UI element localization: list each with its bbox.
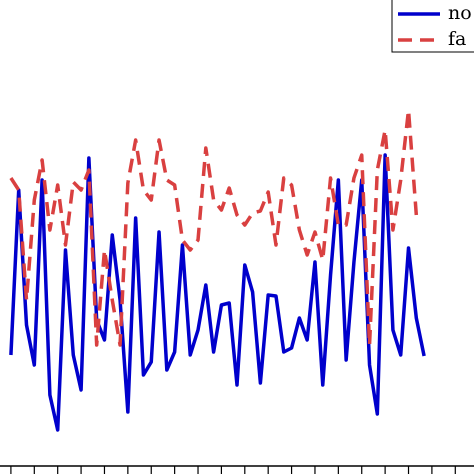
series-line bbox=[9, 153, 426, 432]
legend-label: fa bbox=[448, 28, 466, 50]
legend-label: no bbox=[448, 2, 472, 24]
legend-box bbox=[391, 0, 474, 53]
series-line bbox=[9, 108, 419, 347]
